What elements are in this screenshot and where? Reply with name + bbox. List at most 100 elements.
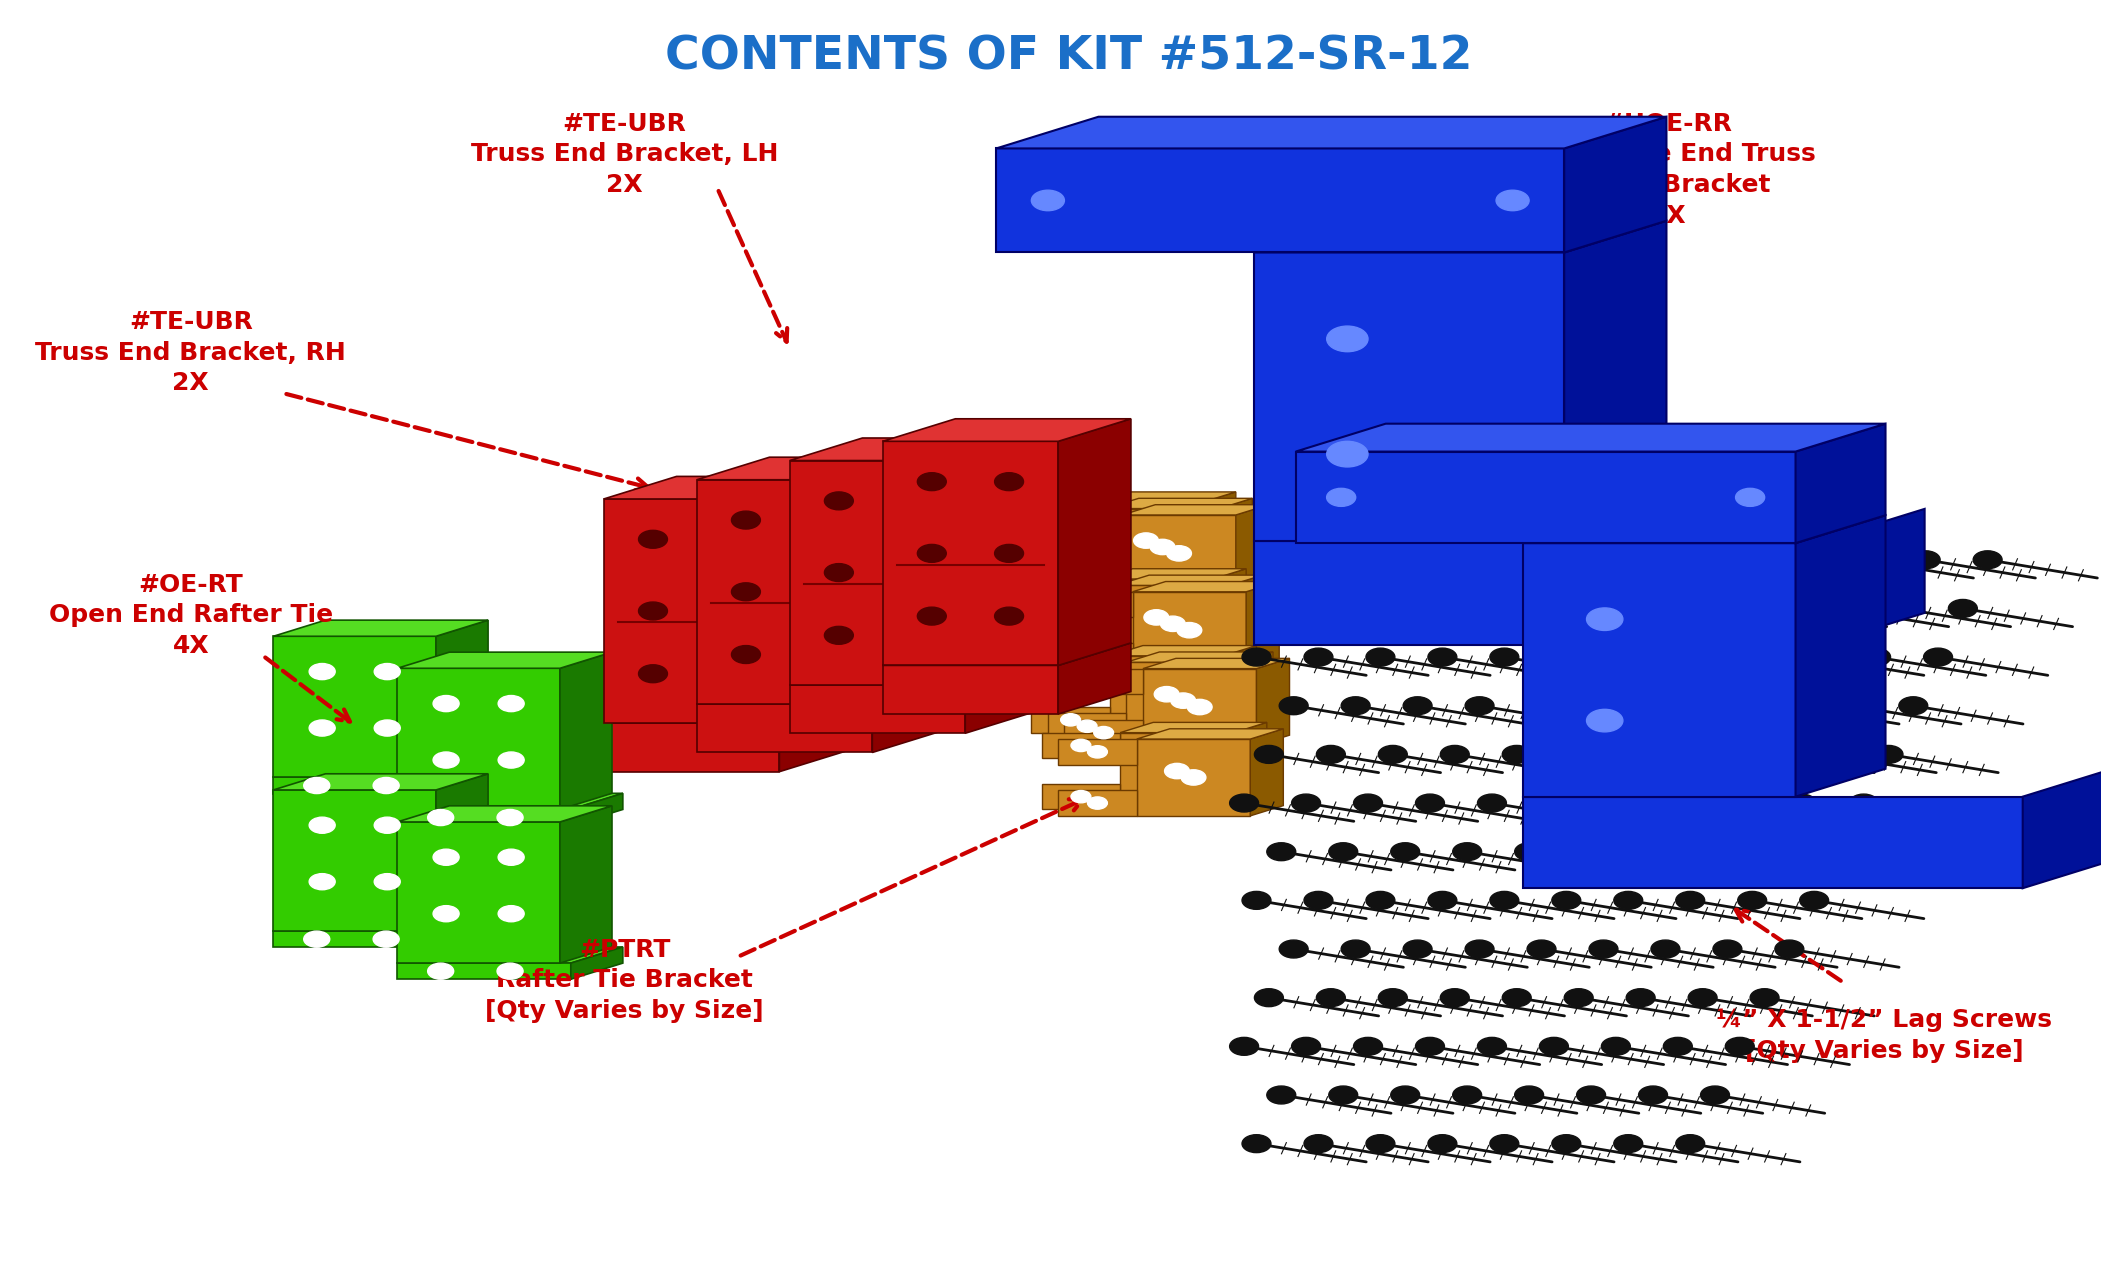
Polygon shape [1222,646,1256,733]
Circle shape [1441,746,1469,764]
Circle shape [638,530,667,548]
Circle shape [1353,793,1382,811]
Polygon shape [446,914,499,948]
Circle shape [1725,1038,1755,1056]
Circle shape [1824,842,1854,860]
Circle shape [715,530,745,548]
Polygon shape [398,806,612,822]
Polygon shape [398,822,560,963]
Circle shape [1738,648,1767,666]
Polygon shape [1020,630,1100,656]
Circle shape [808,511,837,529]
Circle shape [1328,441,1368,467]
Circle shape [1353,550,1382,568]
Circle shape [1241,1134,1271,1152]
Polygon shape [1229,575,1262,662]
Polygon shape [696,682,945,703]
Circle shape [1187,700,1212,715]
Circle shape [1134,532,1159,548]
Polygon shape [560,806,612,963]
Polygon shape [1048,714,1126,739]
Circle shape [1601,1038,1631,1056]
Polygon shape [446,761,499,793]
Polygon shape [1121,514,1235,592]
Circle shape [309,817,335,833]
Circle shape [1664,793,1692,811]
Polygon shape [604,701,852,723]
Circle shape [1923,648,1953,666]
Circle shape [1391,1087,1420,1103]
Polygon shape [1142,658,1290,669]
Circle shape [1094,727,1113,738]
Circle shape [715,602,745,620]
Circle shape [303,778,330,793]
Polygon shape [873,682,945,752]
Circle shape [1477,550,1506,568]
Circle shape [1292,550,1321,568]
Circle shape [1071,739,1090,751]
Polygon shape [1203,493,1235,579]
Circle shape [1039,559,1060,572]
Circle shape [1304,891,1334,909]
Polygon shape [1254,540,1822,644]
Circle shape [499,752,524,768]
Circle shape [825,626,854,644]
Polygon shape [884,643,1132,665]
Circle shape [1490,648,1519,666]
Circle shape [1974,550,2003,568]
Circle shape [375,873,400,890]
Polygon shape [1254,252,1563,540]
Circle shape [499,696,524,711]
Circle shape [1088,746,1107,757]
Circle shape [825,563,854,581]
Circle shape [1031,190,1065,211]
Polygon shape [997,117,1666,148]
Polygon shape [778,476,852,723]
Polygon shape [1058,419,1132,665]
Polygon shape [1254,221,1666,252]
Polygon shape [274,637,436,778]
Polygon shape [604,476,852,499]
Circle shape [1378,746,1408,764]
Circle shape [1664,1038,1692,1056]
Text: #OE-RT
Open End Rafter Tie
4X: #OE-RT Open End Rafter Tie 4X [48,572,332,658]
Polygon shape [436,774,488,931]
Circle shape [1799,648,1828,666]
Polygon shape [1256,658,1290,746]
Polygon shape [1119,733,1233,809]
Polygon shape [1107,508,1220,585]
Circle shape [1502,989,1532,1007]
Circle shape [1416,1038,1445,1056]
Circle shape [1365,648,1395,666]
Polygon shape [1126,652,1273,662]
Polygon shape [604,499,778,723]
Circle shape [1429,1134,1456,1152]
Polygon shape [604,723,778,772]
Circle shape [995,607,1023,625]
Circle shape [1039,509,1060,521]
Circle shape [499,905,524,922]
Circle shape [1576,1087,1605,1103]
Circle shape [1330,1087,1357,1103]
Polygon shape [274,914,499,931]
Circle shape [1589,940,1618,958]
Polygon shape [1100,568,1246,579]
Polygon shape [1090,493,1235,502]
Circle shape [1862,648,1891,666]
Polygon shape [1020,579,1100,604]
Circle shape [303,931,330,948]
Circle shape [1056,516,1077,527]
Polygon shape [1822,509,1925,644]
Circle shape [499,849,524,865]
Circle shape [1170,693,1195,709]
Polygon shape [1795,423,1885,543]
Polygon shape [966,439,1037,684]
Circle shape [1687,746,1717,764]
Circle shape [1391,599,1420,617]
Circle shape [1340,697,1370,715]
Circle shape [1553,1134,1580,1152]
Circle shape [433,696,459,711]
Circle shape [1452,1087,1481,1103]
Circle shape [1812,746,1841,764]
Circle shape [427,809,454,826]
